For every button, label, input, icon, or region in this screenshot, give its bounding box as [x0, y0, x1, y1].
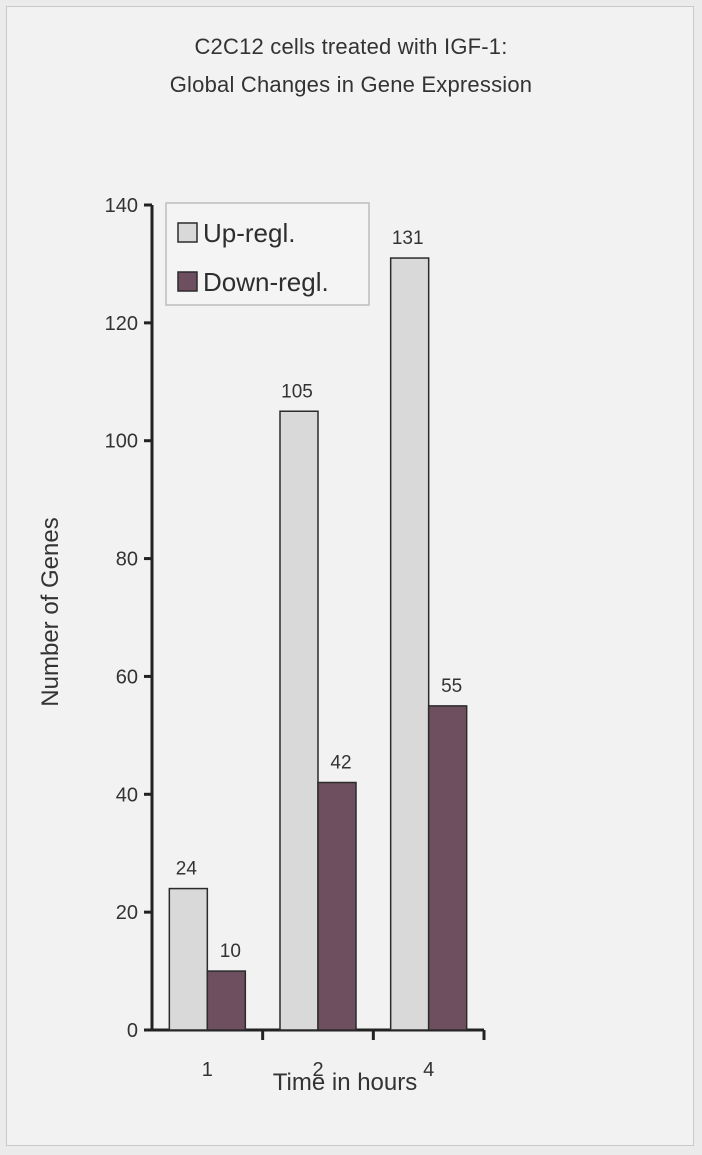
bar-down-regl	[317, 781, 357, 1031]
y-tick-label: 20	[116, 902, 138, 924]
x-tick-label: 4	[423, 1059, 434, 1081]
bar-up-regl	[389, 257, 430, 1031]
y-axis-title: Number of Genes	[37, 517, 64, 706]
chart-bars	[168, 257, 468, 1031]
legend-swatch	[177, 222, 198, 243]
bar-up-regl	[279, 410, 319, 1031]
bar-down-regl	[427, 705, 468, 1031]
data-label: 42	[330, 753, 351, 774]
chart-legend: Up-regl. Down-regl.	[165, 202, 370, 306]
y-tick-label: 0	[127, 1020, 138, 1042]
y-tick-label: 80	[116, 549, 138, 571]
data-label: 105	[281, 381, 313, 402]
x-tick-label: 1	[202, 1059, 213, 1081]
chart-title: C2C12 cells treated with IGF-1:	[194, 34, 508, 59]
legend-label: Down-regl.	[203, 267, 329, 297]
y-tick-label: 60	[116, 666, 138, 688]
legend-label: Up-regl.	[203, 218, 295, 248]
y-tick-label: 100	[105, 431, 138, 453]
chart-data-labels: 24 10 105 42 131 55	[176, 228, 462, 962]
y-tick-label: 40	[116, 784, 138, 806]
data-label: 10	[220, 941, 241, 962]
bar-down-regl	[206, 970, 247, 1031]
legend-box	[165, 202, 370, 306]
x-tick-label: 2	[312, 1059, 323, 1081]
y-tick-label: 120	[105, 313, 138, 335]
legend-swatch	[177, 271, 198, 292]
x-axis-title: Time in hours	[273, 1069, 418, 1096]
bar-up-regl	[168, 887, 209, 1031]
chart-subtitle: Global Changes in Gene Expression	[169, 72, 533, 97]
y-tick-label: 140	[105, 195, 138, 217]
data-label: 24	[176, 859, 198, 880]
data-label: 131	[392, 228, 424, 249]
data-label: 55	[441, 676, 462, 697]
